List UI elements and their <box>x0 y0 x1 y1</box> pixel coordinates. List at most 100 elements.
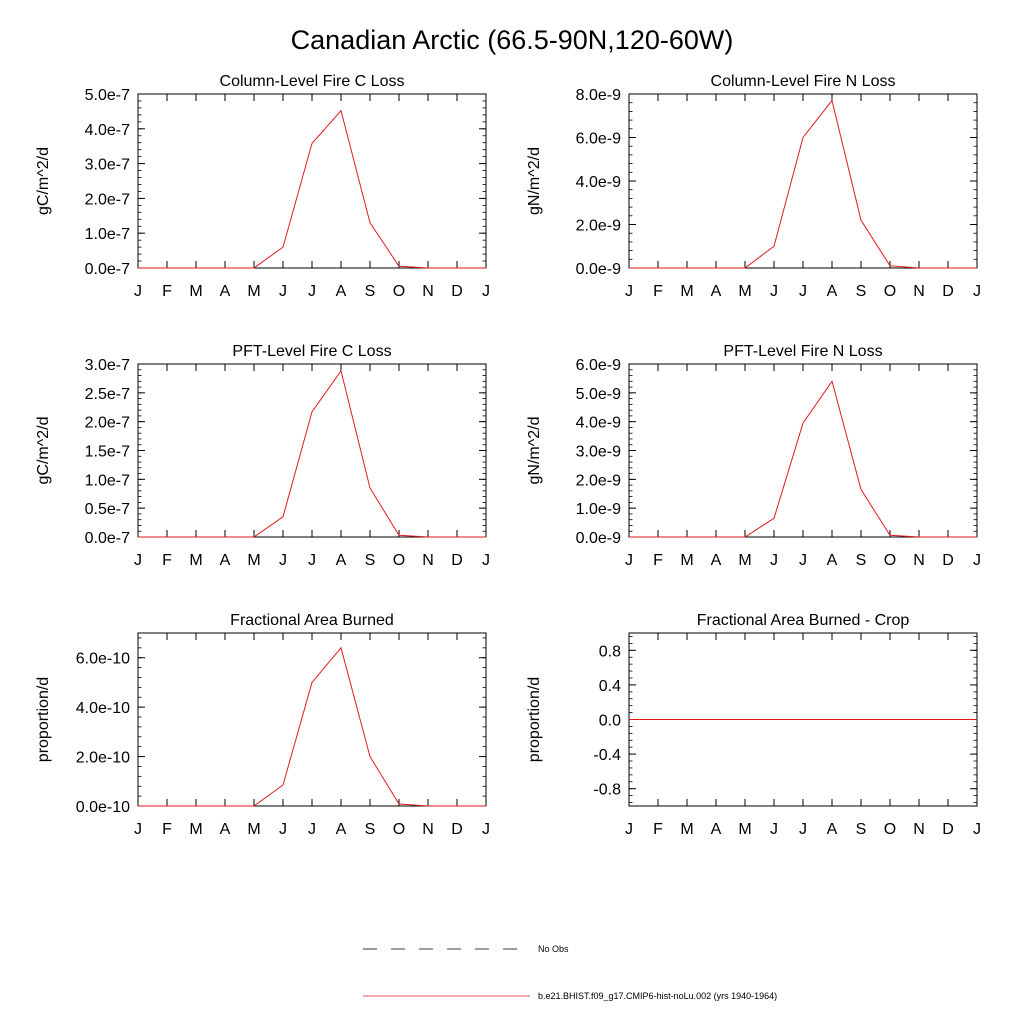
x-tick-label: O <box>393 821 405 838</box>
x-tick-label: J <box>279 821 287 838</box>
x-tick-label: F <box>653 283 663 300</box>
x-tick-label: J <box>482 552 490 569</box>
x-tick-label: D <box>451 283 463 300</box>
y-tick-label: 1.0e-7 <box>85 472 130 489</box>
y-tick-label: 0.0e-7 <box>85 261 130 278</box>
y-axis-label: proportion/d <box>35 677 52 762</box>
x-tick-label: N <box>913 283 925 300</box>
series-line-1 <box>138 369 486 538</box>
x-tick-label: J <box>134 821 142 838</box>
x-tick-label: J <box>134 552 142 569</box>
x-tick-label: A <box>827 821 838 838</box>
x-tick-label: A <box>827 283 838 300</box>
x-tick-label: J <box>482 283 490 300</box>
y-tick-label: 8.0e-9 <box>576 87 621 104</box>
y-tick-label: 5.0e-7 <box>85 87 130 104</box>
x-tick-label: A <box>220 283 231 300</box>
x-tick-label: J <box>625 283 633 300</box>
x-tick-label: M <box>680 283 693 300</box>
plot-frame <box>628 93 978 269</box>
y-tick-label: 0.0e-9 <box>576 530 621 547</box>
x-tick-label: M <box>247 283 260 300</box>
x-tick-label: D <box>942 283 954 300</box>
x-tick-label: J <box>770 821 778 838</box>
legend-label-no-obs: No Obs <box>538 944 569 954</box>
series-line-1 <box>138 109 486 269</box>
x-tick-label: A <box>336 283 347 300</box>
x-tick-label: A <box>711 283 722 300</box>
x-tick-label: F <box>162 552 172 569</box>
chart-panel-6: Fractional Area Burned - Crop proportion/… <box>526 612 981 838</box>
chart-title: Column-Level Fire N Loss <box>711 73 896 90</box>
y-tick-label: 0.0e-10 <box>76 799 130 816</box>
plot-frame <box>137 363 487 538</box>
x-tick-label: J <box>308 821 316 838</box>
x-tick-label: N <box>913 552 925 569</box>
y-axis-label: gN/m^2/d <box>526 147 543 215</box>
x-tick-label: M <box>189 552 202 569</box>
x-tick-label: M <box>738 283 751 300</box>
x-tick-label: O <box>393 283 405 300</box>
x-tick-label: M <box>247 821 260 838</box>
legend-label-model: b.e21.BHIST.f09_g17.CMIP6-hist-noLu.002 … <box>538 991 777 1001</box>
x-tick-label: F <box>653 821 663 838</box>
chart-title: PFT-Level Fire C Loss <box>232 343 391 360</box>
x-tick-label: J <box>973 552 981 569</box>
x-tick-label: J <box>308 283 316 300</box>
x-tick-label: N <box>422 821 434 838</box>
y-tick-label: 2.0e-9 <box>576 472 621 489</box>
x-tick-label: M <box>247 552 260 569</box>
plot-frame <box>137 632 487 807</box>
y-tick-label: -0.4 <box>593 747 621 764</box>
x-tick-label: J <box>308 552 316 569</box>
x-tick-label: S <box>856 821 867 838</box>
x-tick-label: N <box>422 552 434 569</box>
y-axis-label: gC/m^2/d <box>35 417 52 485</box>
x-tick-label: D <box>942 821 954 838</box>
y-axis-label: gN/m^2/d <box>526 417 543 485</box>
chart-title: PFT-Level Fire N Loss <box>723 343 882 360</box>
y-axis-label: proportion/d <box>526 677 543 762</box>
x-tick-label: M <box>189 283 202 300</box>
y-tick-label: 0.0e-7 <box>85 530 130 547</box>
y-axis-label: gC/m^2/d <box>35 147 52 215</box>
y-tick-label: 4.0e-7 <box>85 122 130 139</box>
plot-frame <box>137 93 487 269</box>
x-tick-label: O <box>884 283 896 300</box>
y-tick-label: 3.0e-9 <box>576 444 621 461</box>
y-tick-label: 0.4 <box>599 678 621 695</box>
x-tick-label: A <box>220 821 231 838</box>
x-tick-label: F <box>162 283 172 300</box>
y-tick-label: 2.0e-7 <box>85 415 130 432</box>
x-tick-label: A <box>220 552 231 569</box>
x-tick-label: J <box>770 283 778 300</box>
x-tick-label: A <box>827 552 838 569</box>
y-tick-label: 2.5e-7 <box>85 386 130 403</box>
y-tick-label: 0.0e-9 <box>576 261 621 278</box>
y-tick-label: 4.0e-9 <box>576 174 621 191</box>
y-tick-label: 1.0e-9 <box>576 501 621 518</box>
y-tick-label: 0.8 <box>599 643 621 660</box>
x-tick-label: J <box>134 283 142 300</box>
y-tick-label: 4.0e-10 <box>76 700 130 717</box>
x-tick-label: J <box>625 552 633 569</box>
x-tick-label: O <box>884 552 896 569</box>
y-tick-label: 6.0e-9 <box>576 131 621 148</box>
chart-title: Fractional Area Burned - Crop <box>697 612 910 629</box>
x-tick-label: J <box>973 283 981 300</box>
x-tick-label: S <box>365 552 376 569</box>
x-tick-label: J <box>279 552 287 569</box>
y-tick-label: 0.5e-7 <box>85 501 130 518</box>
x-tick-label: D <box>451 552 463 569</box>
x-tick-label: J <box>770 552 778 569</box>
x-tick-label: F <box>653 552 663 569</box>
x-tick-label: J <box>799 283 807 300</box>
y-tick-label: 5.0e-9 <box>576 386 621 403</box>
x-tick-label: M <box>680 821 693 838</box>
y-tick-label: 4.0e-9 <box>576 415 621 432</box>
x-tick-label: F <box>162 821 172 838</box>
y-tick-label: 6.0e-9 <box>576 357 621 374</box>
